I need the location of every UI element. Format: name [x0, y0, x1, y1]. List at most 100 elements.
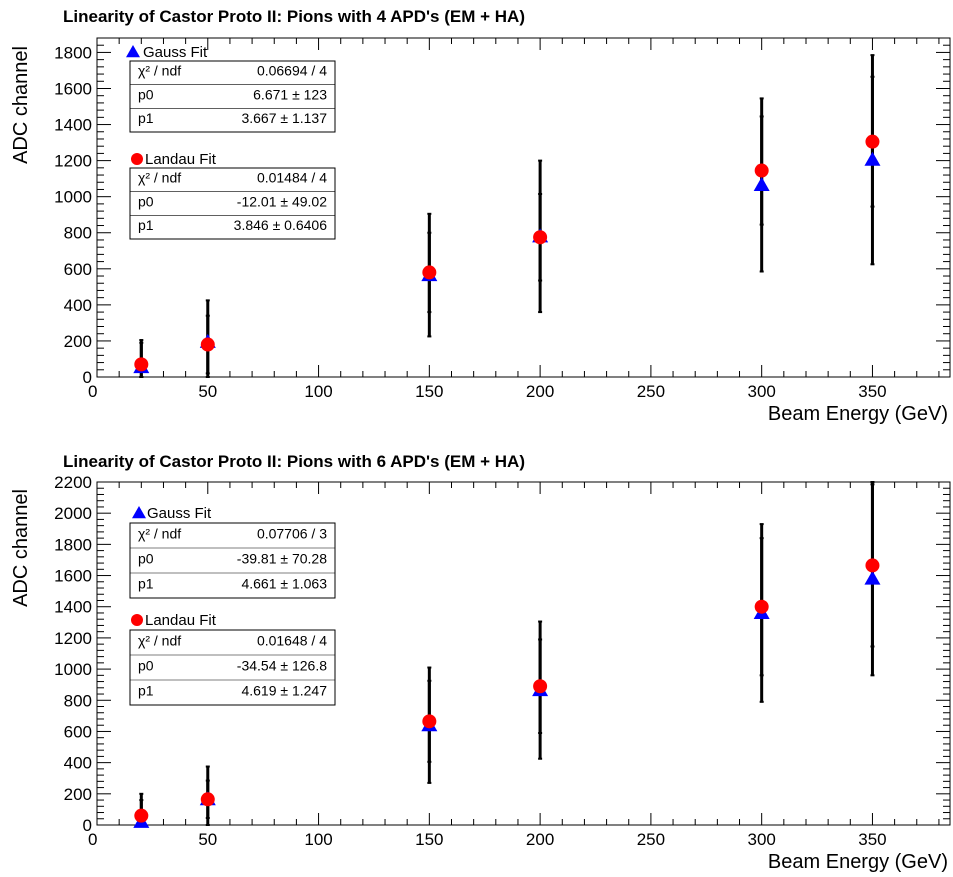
chart-title: Linearity of Castor Proto II: Pions with…	[63, 7, 525, 26]
data-point-circle	[134, 808, 149, 823]
fit-stat-label-p1: p1	[138, 576, 154, 592]
fit-stat-value-p1: 4.619 ± 1.247	[241, 683, 327, 699]
data-point-circle	[865, 558, 880, 573]
fit-stat-value-chi2: 0.01484 / 4	[257, 170, 327, 186]
fit-stat-value-p0: 6.671 ± 123	[253, 86, 327, 102]
x-tick-label: 100	[304, 830, 332, 849]
fit-stat-value-p1: 3.667 ± 1.137	[241, 110, 327, 126]
fit-stat-value-chi2: 0.01648 / 4	[257, 633, 327, 649]
data-point-circle	[865, 134, 880, 149]
y-tick-label: 1200	[54, 152, 92, 171]
y-tick-label: 800	[64, 224, 92, 243]
x-tick-label: 200	[526, 382, 554, 401]
data-point-triangle	[864, 151, 881, 166]
fit-stat-label-chi2: χ² / ndf	[138, 63, 181, 79]
legend-circle-marker	[131, 153, 143, 165]
data-point-circle	[754, 163, 769, 178]
chart-panel-1: Linearity of Castor Proto II: Pions with…	[10, 7, 951, 425]
fit-stat-label-chi2: χ² / ndf	[138, 633, 181, 649]
y-tick-label: 400	[64, 754, 92, 773]
x-tick-label: 300	[747, 382, 775, 401]
x-tick-label: 50	[198, 830, 217, 849]
legend-triangle-marker	[132, 506, 146, 519]
y-tick-label: 2000	[54, 504, 92, 523]
fit-stat-box	[129, 629, 336, 706]
fit-stat-label-chi2: χ² / ndf	[138, 170, 181, 186]
x-tick-label: 250	[637, 830, 665, 849]
y-tick-label: 1000	[54, 660, 92, 679]
data-point-circle	[134, 357, 149, 372]
data-point-circle	[533, 679, 548, 694]
data-point-triangle	[753, 176, 770, 191]
data-point-circle	[200, 337, 215, 352]
y-tick-label: 1800	[54, 535, 92, 554]
fit-stat-label-p1: p1	[138, 683, 154, 699]
x-tick-label: 350	[858, 830, 886, 849]
x-tick-label: 50	[198, 382, 217, 401]
fit-stat-label-chi2: χ² / ndf	[138, 526, 181, 542]
y-tick-label: 600	[64, 260, 92, 279]
x-tick-label: 250	[637, 382, 665, 401]
y-tick-label: 200	[64, 332, 92, 351]
fit-stat-value-chi2: 0.07706 / 3	[257, 526, 327, 542]
fit-stat-label-p0: p0	[138, 551, 154, 567]
fit-stat-label-p1: p1	[138, 110, 154, 126]
legend-circle-marker	[131, 614, 143, 626]
y-tick-label: 1600	[54, 567, 92, 586]
x-tick-label: 0	[88, 382, 97, 401]
chart-title: Linearity of Castor Proto II: Pions with…	[63, 452, 525, 471]
data-point-circle	[533, 230, 548, 245]
fit-stat-value-p0: -12.01 ± 49.02	[237, 193, 327, 209]
data-point-circle	[200, 792, 215, 807]
x-axis-label: Beam Energy (GeV)	[768, 403, 948, 425]
x-tick-label: 350	[858, 382, 886, 401]
y-tick-label: 800	[64, 691, 92, 710]
y-axis-label: ADC channel	[10, 489, 32, 607]
fit-stat-box	[129, 522, 336, 599]
y-tick-label: 0	[83, 816, 92, 835]
y-tick-label: 200	[64, 785, 92, 804]
fit-stat-label-p0: p0	[138, 86, 154, 102]
y-tick-label: 1400	[54, 598, 92, 617]
fit-stat-value-p1: 4.661 ± 1.063	[241, 576, 327, 592]
y-tick-label: 600	[64, 722, 92, 741]
y-tick-label: 1600	[54, 79, 92, 98]
plot-frame	[96, 481, 951, 826]
y-tick-label: 1200	[54, 629, 92, 648]
y-tick-label: 0	[83, 368, 92, 387]
y-tick-label: 1000	[54, 188, 92, 207]
fit-stat-box	[129, 60, 336, 133]
x-tick-label: 300	[747, 830, 775, 849]
fit-stat-box	[129, 167, 336, 240]
fit-stat-value-chi2: 0.06694 / 4	[257, 63, 327, 79]
y-axis-label: ADC channel	[10, 46, 32, 164]
x-tick-label: 150	[415, 830, 443, 849]
fit-stat-value-p1: 3.846 ± 0.6406	[234, 217, 328, 233]
legend-label: Gauss Fit	[143, 44, 208, 61]
y-tick-label: 400	[64, 296, 92, 315]
legend-triangle-marker	[126, 45, 140, 58]
fit-stat-label-p0: p0	[138, 658, 154, 674]
x-tick-label: 150	[415, 382, 443, 401]
fit-stat-value-p0: -34.54 ± 126.8	[237, 658, 327, 674]
data-point-circle	[754, 599, 769, 614]
fit-stat-value-p0: -39.81 ± 70.28	[237, 551, 327, 567]
x-tick-label: 100	[304, 382, 332, 401]
legend-label: Landau Fit	[145, 151, 217, 168]
y-tick-label: 1800	[54, 43, 92, 62]
data-point-circle	[422, 265, 437, 280]
fit-stat-label-p1: p1	[138, 217, 154, 233]
x-tick-label: 0	[88, 830, 97, 849]
x-tick-label: 200	[526, 830, 554, 849]
x-axis-label: Beam Energy (GeV)	[768, 851, 948, 873]
plot-frame	[96, 37, 951, 378]
legend-label: Landau Fit	[145, 612, 217, 629]
fit-stat-label-p0: p0	[138, 193, 154, 209]
data-point-circle	[422, 714, 437, 729]
y-tick-label: 2200	[54, 473, 92, 492]
chart-panel-2: Linearity of Castor Proto II: Pions with…	[10, 452, 951, 873]
data-point-triangle	[864, 570, 881, 585]
legend-label: Gauss Fit	[147, 505, 212, 522]
y-tick-label: 1400	[54, 116, 92, 135]
